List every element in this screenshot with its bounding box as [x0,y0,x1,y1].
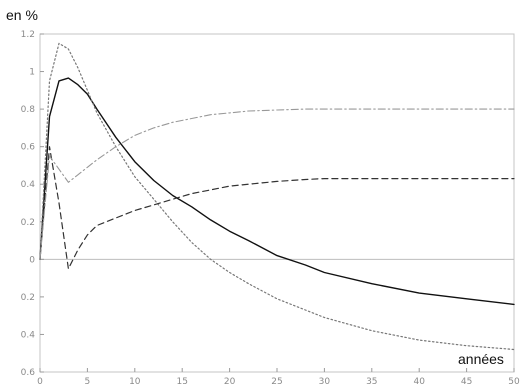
x-tick-label: 45 [461,377,472,387]
x-tick-label: 25 [271,377,282,387]
y-tick-label: 0.6 [21,143,36,153]
x-tick-label: 40 [413,377,425,387]
chart-ticks: 1.210.80.60.40.200.20.40.60 5 10 15 20 25 30 35… [21,30,520,387]
series-line-1 [39,77,515,306]
y-tick-label: 0.4 [21,180,36,190]
y-tick-label: 1 [29,68,35,78]
x-tick-label: 50 [508,377,520,387]
plot-frame [39,33,515,373]
x-tick-label: 35 [366,377,377,387]
x-tick-label: 20 [224,377,236,387]
y-tick-label: 0.8 [21,105,36,115]
y-tick-label: 1.2 [21,30,35,40]
series-line-3 [39,146,515,270]
chart-series [39,42,515,351]
chart-axes [39,33,515,373]
x-tick-label: 10 [129,377,141,387]
series-line-2 [39,42,515,351]
x-tick-label: 15 [176,377,187,387]
x-axis-title: années [458,351,504,367]
y-tick-label: 0 [29,255,35,265]
series-line-4 [39,108,515,260]
y-tick-label: 0.4 [21,330,36,340]
x-tick-label: 0 [37,377,43,387]
y-tick-label: 0.6 [21,368,36,378]
y-tick-label: 0.2 [21,218,35,228]
y-axis-title: en % [6,7,38,23]
y-tick-label: 0.2 [21,293,35,303]
x-tick-label: 5 [85,377,91,387]
x-tick-label: 30 [319,377,331,387]
